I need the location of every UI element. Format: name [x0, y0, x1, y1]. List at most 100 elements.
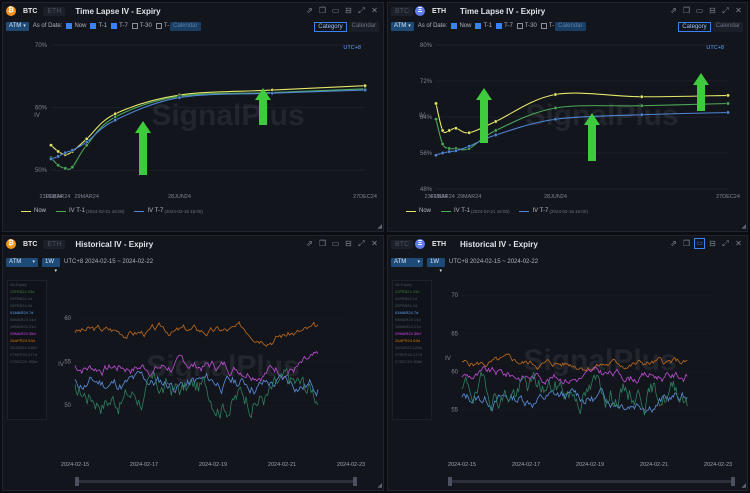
close-icon[interactable]: ✕ [371, 239, 378, 248]
expiry-item[interactable]: 15MAR24 21d [395, 324, 421, 329]
legend-now[interactable]: Now [406, 208, 431, 214]
tab-btc[interactable]: BTC [23, 240, 38, 248]
expiry-item[interactable]: 08MAR24 14d [395, 317, 421, 322]
atm-dropdown[interactable]: ATM ▾ [391, 257, 423, 267]
check-t1[interactable]: T-1 [475, 23, 492, 29]
checkbox[interactable] [540, 23, 547, 29]
expiry-item[interactable]: 01MAR24 7d [10, 310, 34, 315]
expiry-item[interactable]: 15MAR24 21d [10, 324, 36, 329]
resize-handle[interactable]: ◢ [377, 483, 382, 489]
checkbox[interactable] [451, 23, 458, 29]
checkbox[interactable] [155, 23, 162, 29]
checkbox[interactable] [90, 23, 97, 29]
scrollbar-track[interactable] [75, 480, 357, 483]
folder-icon[interactable]: ▭ [695, 6, 704, 15]
check-t30[interactable]: T-30 [131, 23, 152, 29]
fullscreen-icon[interactable]: ⤢ [358, 6, 365, 15]
scrollbar-handle-left[interactable] [448, 477, 452, 486]
time-range-scrollbar[interactable] [448, 477, 735, 486]
folder-icon[interactable]: ▭ [331, 6, 340, 15]
fullscreen-icon[interactable]: ⤢ [722, 6, 729, 15]
scrollbar-handle-right[interactable] [353, 477, 357, 486]
expiry-item[interactable]: 25FEB24 2d [10, 303, 33, 308]
tab-eth[interactable]: ETH [43, 239, 66, 249]
expiry-item[interactable]: 29MAR24 35d [10, 331, 36, 336]
expiry-item[interactable]: 28JUN24 126d [10, 345, 37, 350]
checkbox[interactable] [131, 23, 138, 29]
copy-icon[interactable]: ❐ [682, 6, 691, 15]
fullscreen-icon[interactable]: ⤢ [358, 239, 365, 248]
atm-dropdown[interactable]: ATM ▾ [6, 21, 29, 31]
time-range-scrollbar[interactable] [75, 477, 357, 486]
share-icon[interactable]: ⇗ [670, 239, 677, 248]
expiry-item[interactable]: 27SEP24 217d [395, 352, 422, 357]
period-dropdown[interactable]: 1W ▾ [42, 257, 60, 274]
folder-icon[interactable]: ▭ [331, 239, 340, 248]
close-icon[interactable]: ✕ [735, 239, 742, 248]
expiry-item[interactable]: 01MAR24 7d [395, 310, 419, 315]
check-t7[interactable]: T-7 [496, 23, 513, 29]
expiry-item[interactable]: All Expiry [395, 282, 412, 287]
check-custom[interactable]: T- [155, 23, 169, 29]
expiry-item[interactable]: 24FEB24 1d [395, 296, 418, 301]
share-icon[interactable]: ⇗ [306, 6, 313, 15]
scrollbar-handle-left[interactable] [75, 477, 79, 486]
layout-icon[interactable]: ⊟ [709, 239, 716, 248]
scrollbar-handle-right[interactable] [731, 477, 735, 486]
layout-icon[interactable]: ⊟ [709, 6, 716, 15]
expiry-item[interactable]: 23FEB24 23d [10, 289, 35, 294]
copy-icon[interactable]: ❐ [682, 239, 691, 248]
category-button[interactable]: Category [678, 22, 711, 32]
layout-icon[interactable]: ⊟ [345, 6, 352, 15]
check-custom[interactable]: T- [540, 23, 554, 29]
layout-icon[interactable]: ⊟ [345, 239, 352, 248]
tab-btc[interactable]: BTC [391, 6, 413, 16]
check-now[interactable]: Now [66, 23, 86, 29]
calendar-input[interactable]: Calendar [555, 21, 586, 31]
checkbox[interactable] [66, 23, 73, 29]
expiry-item[interactable]: 27DEC24 308d [395, 359, 423, 364]
close-icon[interactable]: ✕ [371, 6, 378, 15]
fullscreen-icon[interactable]: ⤢ [722, 239, 729, 248]
legend-t1[interactable]: IV T-1 (2024-02-21 16:00) [56, 208, 124, 214]
resize-handle[interactable]: ◢ [741, 224, 746, 230]
tab-btc[interactable]: BTC [23, 7, 38, 15]
tab-eth[interactable]: ETH [43, 6, 66, 16]
expiry-item[interactable]: 27DEC24 308d [10, 359, 38, 364]
check-now[interactable]: Now [451, 23, 471, 29]
expiry-item[interactable]: 26APR24 63d [10, 338, 35, 343]
folder-icon[interactable]: ▭ [694, 238, 705, 249]
expiry-item[interactable]: 27SEP24 217d [10, 352, 37, 357]
calendar-input[interactable]: Calendar [170, 21, 201, 31]
check-t30[interactable]: T-30 [516, 23, 537, 29]
check-t1[interactable]: T-1 [90, 23, 107, 29]
expiry-item[interactable]: 23FEB24 23d [395, 289, 420, 294]
period-dropdown[interactable]: 1W ▾ [427, 257, 445, 274]
copy-icon[interactable]: ❐ [318, 6, 327, 15]
checkbox[interactable] [475, 23, 482, 29]
copy-icon[interactable]: ❐ [318, 239, 327, 248]
calendar-button[interactable]: Calendar [712, 22, 743, 32]
share-icon[interactable]: ⇗ [306, 239, 313, 248]
calendar-button[interactable]: Calendar [348, 22, 379, 32]
atm-dropdown[interactable]: ATM ▾ [391, 21, 414, 31]
category-button[interactable]: Category [314, 22, 347, 32]
expiry-item[interactable]: 26APR24 63d [395, 338, 420, 343]
legend-t1[interactable]: IV T-1 (2024-02-21 16:00) [441, 208, 509, 214]
expiry-item[interactable]: 28JUN24 126d [395, 345, 422, 350]
atm-dropdown[interactable]: ATM ▾ [6, 257, 38, 267]
tab-eth[interactable]: ETH [432, 240, 446, 248]
expiry-item[interactable]: 24FEB24 1d [10, 296, 33, 301]
expiry-item[interactable]: 25FEB24 2d [395, 303, 418, 308]
checkbox[interactable] [496, 23, 503, 29]
resize-handle[interactable]: ◢ [741, 483, 746, 489]
check-t7[interactable]: T-7 [111, 23, 128, 29]
legend-t7[interactable]: IV T-7 (2024-02-15 16:00) [134, 208, 203, 214]
resize-handle[interactable]: ◢ [377, 224, 382, 230]
tab-btc[interactable]: BTC [391, 239, 413, 249]
scrollbar-track[interactable] [448, 480, 735, 483]
tab-eth[interactable]: ETH [432, 7, 446, 15]
share-icon[interactable]: ⇗ [670, 6, 677, 15]
legend-t7[interactable]: IV T-7 (2024-02-15 16:00) [519, 208, 588, 214]
close-icon[interactable]: ✕ [735, 6, 742, 15]
